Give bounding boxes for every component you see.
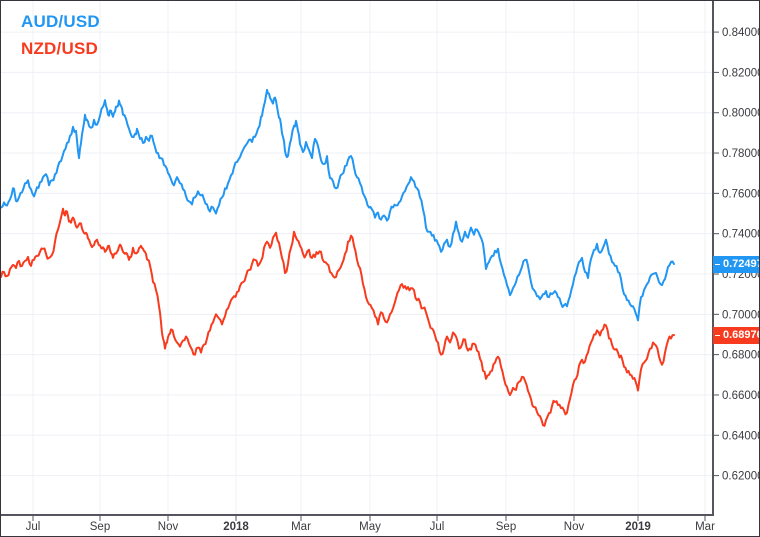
x-axis-label: Mar xyxy=(695,521,715,533)
y-axis-label: 0.66000 xyxy=(722,390,759,402)
y-axis-label: 0.76000 xyxy=(722,188,759,200)
y-axis-label: 0.84000 xyxy=(722,27,759,39)
y-axis-label: 0.70000 xyxy=(722,309,759,321)
y-axis-label: 0.82000 xyxy=(722,67,759,79)
legend-label-aud-usd: AUD/USD xyxy=(21,12,100,31)
legend: AUD/USD NZD/USD xyxy=(21,8,100,62)
y-axis-label: 0.74000 xyxy=(722,229,759,241)
nzd-usd-line[interactable] xyxy=(1,207,675,427)
x-axis-label: Nov xyxy=(158,521,179,533)
x-axis-label: 2018 xyxy=(223,521,249,533)
x-axis-label: Jul xyxy=(430,521,445,533)
y-axis-label: 0.80000 xyxy=(722,108,759,120)
x-axis-label: Nov xyxy=(564,521,585,533)
aud-usd-line[interactable] xyxy=(1,88,675,322)
x-axis-label: Jul xyxy=(26,521,41,533)
x-axis-label: Sep xyxy=(496,521,516,533)
y-axis-label: 0.62000 xyxy=(722,471,759,483)
nzd-usd-last-price: 0.68976 xyxy=(723,328,760,341)
y-axis-label: 0.78000 xyxy=(722,148,759,160)
legend-label-nzd-usd: NZD/USD xyxy=(21,39,98,58)
y-axis-label: 0.64000 xyxy=(722,430,759,442)
legend-item-aud-usd[interactable]: AUD/USD xyxy=(21,8,100,35)
legend-item-nzd-usd[interactable]: NZD/USD xyxy=(21,35,100,62)
y-axis-label: 0.68000 xyxy=(722,350,759,362)
x-axis-label: 2019 xyxy=(625,521,651,533)
x-axis-label: Mar xyxy=(291,521,311,533)
aud-usd-last-price-tag: 0.72497 xyxy=(713,255,760,273)
aud-usd-last-price: 0.72497 xyxy=(723,257,760,270)
time-scale[interactable] xyxy=(1,515,713,536)
x-axis-label: Sep xyxy=(90,521,110,533)
nzd-usd-last-price-tag: 0.68976 xyxy=(713,326,760,344)
x-axis-label: May xyxy=(359,521,381,533)
